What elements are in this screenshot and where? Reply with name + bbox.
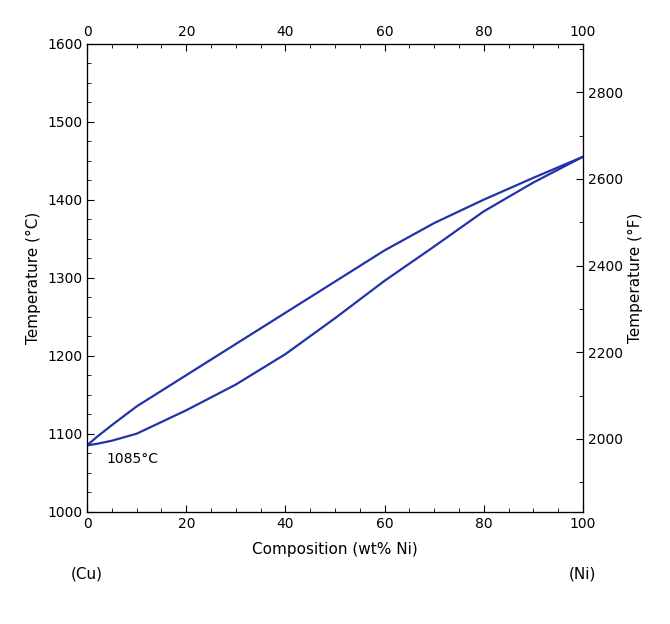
X-axis label: Composition (wt% Ni): Composition (wt% Ni) [252,542,418,557]
Text: (Ni): (Ni) [570,567,596,582]
Text: 1085°C: 1085°C [107,452,159,466]
Y-axis label: Temperature (°F): Temperature (°F) [628,213,643,343]
Text: (Cu): (Cu) [71,567,103,582]
Y-axis label: Temperature (°C): Temperature (°C) [26,212,42,344]
